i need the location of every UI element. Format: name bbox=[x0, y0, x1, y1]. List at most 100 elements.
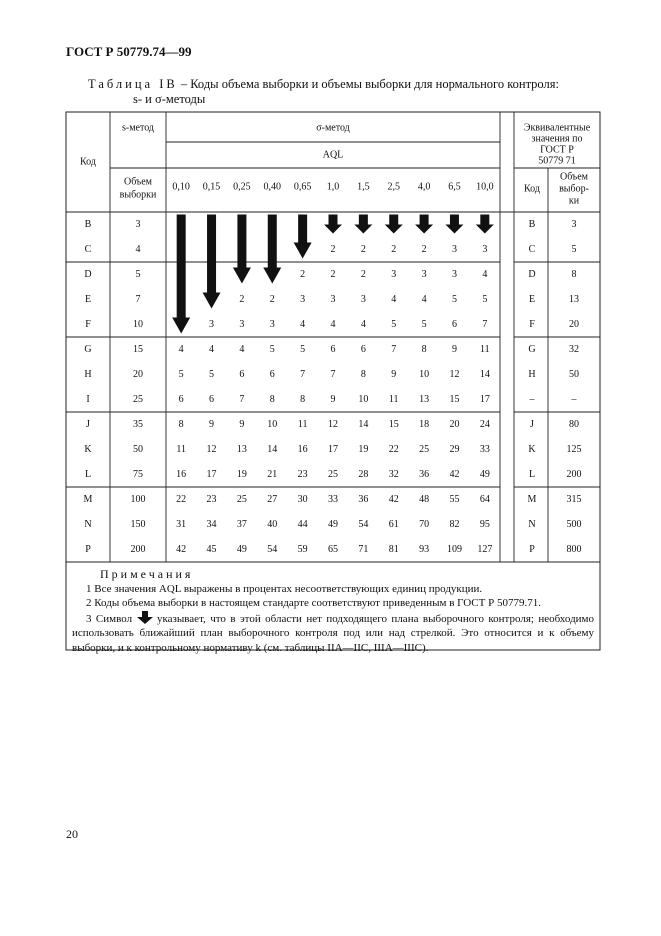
header-cell: 50779 71 bbox=[538, 155, 576, 166]
number-cell: 9 bbox=[452, 344, 457, 355]
number-cell: 7 bbox=[136, 294, 141, 305]
header-cell: значения по bbox=[532, 133, 583, 144]
page-number: 20 bbox=[66, 827, 78, 841]
number-cell: 5 bbox=[422, 319, 427, 330]
arrow bbox=[475, 214, 494, 234]
number-cell: 25 bbox=[419, 444, 429, 455]
number-cell: 20 bbox=[449, 419, 459, 430]
arrow bbox=[293, 214, 312, 259]
code-cell: E bbox=[85, 294, 91, 305]
number-cell: 12 bbox=[328, 419, 338, 430]
code-cell: G bbox=[528, 344, 535, 355]
number-cell: 4 bbox=[136, 244, 141, 255]
number-cell: 10 bbox=[358, 394, 368, 405]
table-caption: Таблица IB – Коды объема выборки и объем… bbox=[88, 77, 559, 92]
code-cell: G bbox=[84, 344, 91, 355]
code-cell: – bbox=[529, 394, 536, 405]
number-cell: 109 bbox=[447, 544, 462, 555]
number-cell: 5 bbox=[300, 344, 305, 355]
number-cell: 32 bbox=[389, 469, 399, 480]
code-cell: C bbox=[529, 244, 536, 255]
aql-header: 0,10 bbox=[172, 181, 190, 192]
number-cell: 65 bbox=[328, 544, 338, 555]
header-cell: s-метод bbox=[122, 122, 154, 133]
number-cell: 4 bbox=[300, 319, 305, 330]
number-cell: 31 bbox=[176, 519, 186, 530]
aql-header: 0,40 bbox=[264, 181, 282, 192]
number-cell: 34 bbox=[207, 519, 217, 530]
number-cell: 2 bbox=[391, 244, 396, 255]
table-border bbox=[65, 111, 601, 651]
number-cell: 20 bbox=[569, 319, 579, 330]
table: Код s-метод σ-метод AQL Код Объем выборки… bbox=[65, 111, 601, 651]
code-cell: J bbox=[530, 419, 534, 430]
note-text: 3 Символ bbox=[86, 612, 133, 625]
number-cell: 42 bbox=[389, 494, 399, 505]
number-cell: 35 bbox=[133, 419, 143, 430]
number-cell: 3 bbox=[361, 294, 366, 305]
number-cell: 15 bbox=[389, 419, 399, 430]
number-cell: 100 bbox=[131, 494, 146, 505]
number-cell: 13 bbox=[569, 294, 579, 305]
header-cell: ки bbox=[569, 195, 580, 206]
number-cell: 21 bbox=[267, 469, 277, 480]
aql-header: 4,0 bbox=[418, 181, 431, 192]
code-cell: B bbox=[85, 219, 92, 230]
aql-header: 10,0 bbox=[476, 181, 494, 192]
number-cell: 82 bbox=[449, 519, 459, 530]
number-cell: 7 bbox=[300, 369, 305, 380]
number-cell: 6 bbox=[361, 344, 366, 355]
arrow bbox=[324, 214, 342, 234]
number-cell: 16 bbox=[176, 469, 186, 480]
number-cell: 44 bbox=[298, 519, 308, 530]
number-cell: 12 bbox=[207, 444, 217, 455]
number-cell: 29 bbox=[449, 444, 459, 455]
number-cell: 3 bbox=[452, 244, 457, 255]
number-cell: 9 bbox=[331, 394, 336, 405]
number-cell: 9 bbox=[209, 419, 214, 430]
number-cell: 500 bbox=[567, 519, 582, 530]
number-cell: 7 bbox=[239, 394, 244, 405]
number-cell: 25 bbox=[133, 394, 143, 405]
number-cell: 3 bbox=[391, 269, 396, 280]
number-cell: 6 bbox=[239, 369, 244, 380]
code-cell: N bbox=[528, 519, 535, 530]
header-cell: AQL bbox=[323, 149, 344, 160]
header-cell: Эквивалентные bbox=[524, 122, 591, 133]
number-cell: 7 bbox=[331, 369, 336, 380]
code-cell: C bbox=[85, 244, 92, 255]
number-cell: 22 bbox=[176, 494, 186, 505]
number-cell: 17 bbox=[328, 444, 338, 455]
aql-header: 0,65 bbox=[294, 181, 312, 192]
aql-header: 1,0 bbox=[327, 181, 340, 192]
doc-header: ГОСТ Р 50779.74—99 bbox=[66, 44, 192, 59]
arrow bbox=[445, 214, 464, 234]
number-cell: 14 bbox=[480, 369, 490, 380]
number-cell: 3 bbox=[209, 319, 214, 330]
number-cell: 6 bbox=[452, 319, 457, 330]
code-cell: P bbox=[529, 544, 535, 555]
number-cell: 49 bbox=[480, 469, 490, 480]
number-cell: 5 bbox=[482, 294, 487, 305]
number-cell: 2 bbox=[300, 269, 305, 280]
number-cell: 23 bbox=[298, 469, 308, 480]
number-cell: 12 bbox=[449, 369, 459, 380]
number-cell: 4 bbox=[361, 319, 366, 330]
number-cell: 49 bbox=[237, 544, 247, 555]
code-cell: L bbox=[85, 469, 91, 480]
number-cell: 15 bbox=[133, 344, 143, 355]
number-cell: 150 bbox=[131, 519, 146, 530]
number-cell: 10 bbox=[267, 419, 277, 430]
number-cell: 5 bbox=[572, 244, 577, 255]
header-cell: Объем bbox=[560, 171, 589, 182]
number-cell: 3 bbox=[331, 294, 336, 305]
code-cell: F bbox=[529, 319, 535, 330]
number-cell: 54 bbox=[358, 519, 368, 530]
header-cell: выбор- bbox=[559, 183, 589, 194]
number-cell: 42 bbox=[449, 469, 459, 480]
number-cell: 2 bbox=[331, 269, 336, 280]
number-cell: 27 bbox=[267, 494, 277, 505]
header-cell: выборки bbox=[120, 189, 157, 200]
number-cell: 25 bbox=[237, 494, 247, 505]
aql-header: 1,5 bbox=[357, 181, 370, 192]
